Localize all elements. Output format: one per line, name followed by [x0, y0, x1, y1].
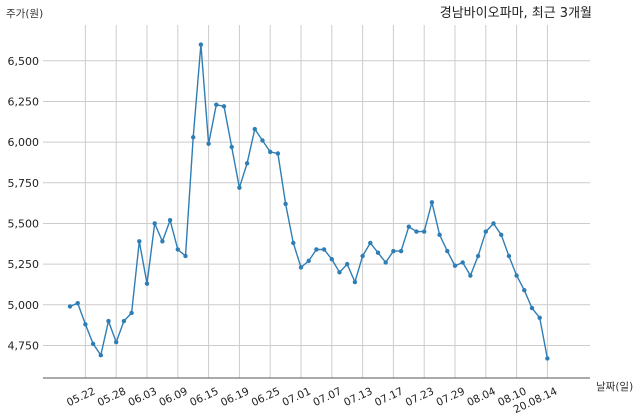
- x-tick-labels: 05.2205.2806.0306.0906.1506.1906.2507.01…: [65, 385, 560, 416]
- price-point: [75, 300, 80, 306]
- chart-title: 경남바이오파마, 최근 3개월: [440, 6, 592, 21]
- price-point: [499, 232, 504, 238]
- price-point: [298, 265, 304, 270]
- price-point: [83, 322, 88, 327]
- price-point: [221, 104, 227, 109]
- y-tick-label: 5,250: [8, 258, 40, 271]
- price-point: [252, 126, 257, 132]
- price-point: [114, 340, 119, 345]
- price-point: [152, 221, 157, 226]
- price-point: [491, 221, 496, 226]
- price-point: [268, 149, 273, 155]
- price-point: [368, 240, 373, 246]
- x-tick-label: 07.29: [435, 385, 467, 409]
- price-point: [137, 239, 142, 244]
- price-series-points: [67, 42, 550, 361]
- price-point: [90, 341, 96, 347]
- price-point: [260, 138, 265, 143]
- price-point: [160, 239, 165, 244]
- price-point: [337, 270, 342, 275]
- price-point: [429, 200, 435, 205]
- price-point: [483, 229, 488, 234]
- x-tick-label: 07.13: [342, 385, 374, 409]
- x-tick-label: 08.04: [465, 385, 498, 409]
- price-point: [144, 281, 150, 286]
- price-point: [229, 144, 234, 150]
- price-point: [406, 224, 411, 229]
- y-tick-label: 6,500: [8, 55, 40, 68]
- price-point: [537, 315, 542, 321]
- price-point: [167, 218, 173, 223]
- y-tick-label: 6,250: [8, 95, 40, 108]
- price-point: [237, 185, 242, 190]
- x-tick-label: 06.19: [219, 385, 251, 409]
- price-point: [198, 42, 204, 47]
- price-point: [383, 260, 388, 265]
- price-point: [206, 141, 211, 146]
- price-point: [475, 253, 481, 259]
- price-point: [329, 257, 334, 262]
- price-point: [283, 201, 288, 207]
- x-tick-label: 05.22: [65, 385, 97, 409]
- price-point: [314, 247, 319, 252]
- x-tick-label: 06.03: [127, 385, 159, 409]
- price-point: [414, 229, 419, 234]
- price-point: [345, 261, 350, 267]
- price-point: [514, 273, 519, 278]
- price-point: [275, 151, 281, 156]
- price-point: [522, 287, 527, 293]
- price-point: [452, 263, 458, 268]
- price-point: [391, 248, 396, 254]
- vertical-gridlines: [84, 25, 548, 378]
- price-point: [291, 240, 296, 246]
- y-tick-label: 5,750: [8, 177, 40, 190]
- x-tick-label: 05.28: [96, 385, 128, 409]
- y-tick-label: 5,500: [8, 217, 40, 230]
- x-axis-label: 날짜(일): [596, 380, 633, 393]
- y-tick-label: 4,750: [8, 339, 40, 352]
- price-point: [468, 273, 473, 278]
- x-tick-label: 07.01: [281, 385, 313, 409]
- y-tick-label: 5,000: [8, 299, 40, 312]
- price-point: [244, 161, 250, 166]
- price-point: [121, 318, 127, 324]
- price-point: [183, 253, 188, 259]
- price-point: [422, 229, 427, 234]
- price-point: [437, 232, 442, 238]
- price-point: [398, 248, 404, 254]
- price-point: [214, 102, 219, 107]
- price-point: [191, 135, 196, 140]
- price-point: [460, 260, 465, 265]
- x-tick-label: 07.07: [311, 385, 343, 409]
- x-tick-label: 07.23: [404, 385, 436, 409]
- price-point: [506, 253, 512, 259]
- y-tick-label: 6,000: [8, 136, 40, 149]
- price-point: [545, 356, 550, 361]
- horizontal-gridlines: [43, 60, 590, 346]
- price-point: [175, 247, 180, 252]
- price-point: [360, 253, 365, 259]
- x-tick-label: 06.25: [250, 385, 282, 409]
- x-tick-label: 06.09: [157, 385, 189, 409]
- price-point: [306, 258, 311, 264]
- y-axis-label: 주가(원): [6, 8, 43, 20]
- x-tick-label: 06.15: [188, 385, 220, 409]
- price-point: [106, 318, 111, 324]
- price-point: [375, 250, 381, 255]
- price-point: [98, 353, 104, 358]
- x-tick-label: 07.17: [373, 385, 405, 409]
- price-point: [352, 279, 358, 285]
- price-point: [321, 247, 327, 252]
- price-point: [445, 248, 450, 254]
- y-tick-labels: 4,750 5,000 5,250 5,500 5,750 6,000 6,250 6,500: [8, 55, 40, 353]
- price-point: [67, 304, 73, 309]
- price-series-line: [69, 44, 549, 359]
- price-point: [529, 305, 535, 311]
- price-point: [129, 310, 134, 316]
